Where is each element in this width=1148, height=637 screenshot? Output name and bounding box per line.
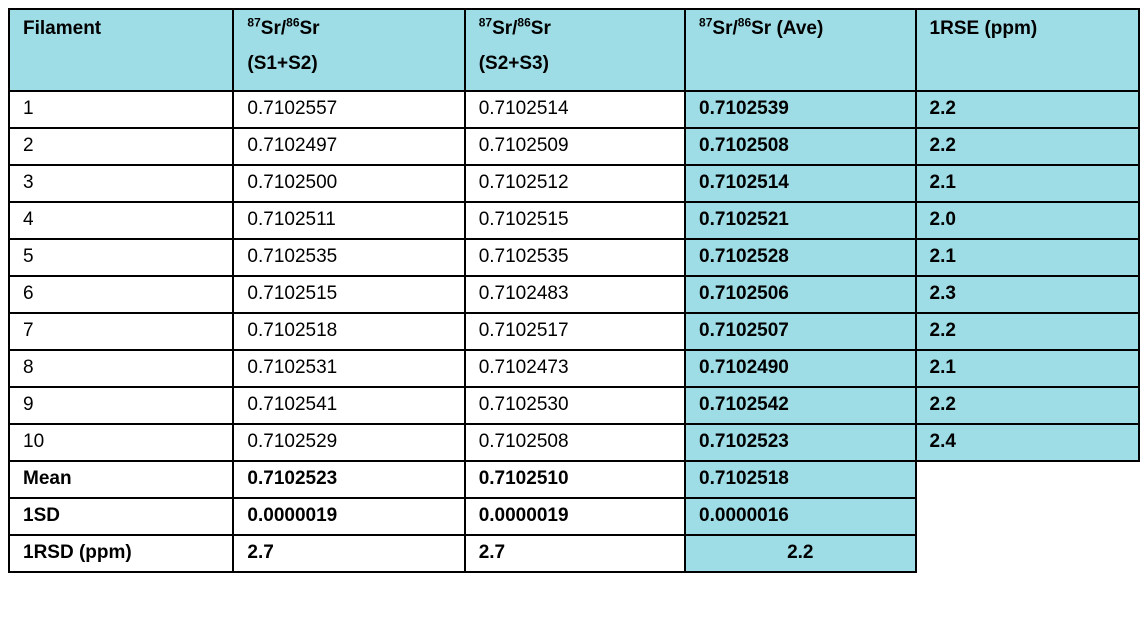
cell-rse: 2.2: [914, 386, 1141, 425]
summary-row-1sd: 1SD 0.0000019 0.0000019 0.0000016: [7, 497, 1139, 536]
cell-filament: 10: [7, 423, 235, 462]
cell-s2s3: 0.7102509: [463, 127, 687, 166]
cell-rse: 2.3: [914, 275, 1141, 314]
header-sublabel-s1s2: (S1+S2): [247, 52, 318, 74]
cell-ave: 0.7102521: [684, 201, 917, 240]
header-filament: Filament: [7, 8, 235, 92]
table-row: 5 0.7102535 0.7102535 0.7102528 2.1: [7, 238, 1141, 277]
cell-filament: 8: [7, 349, 235, 388]
cell-s2s3: 0.7102515: [463, 201, 687, 240]
table-row: 10 0.7102529 0.7102508 0.7102523 2.4: [7, 423, 1141, 462]
table-row: 8 0.7102531 0.7102473 0.7102490 2.1: [7, 349, 1141, 388]
cell-s2s3: 0.7102530: [463, 386, 687, 425]
cell-s1s2: 0.7102531: [232, 349, 466, 388]
summary-label: Mean: [7, 460, 235, 499]
table-row: 4 0.7102511 0.7102515 0.7102521 2.0: [7, 201, 1141, 240]
cell-rse: 2.1: [914, 349, 1141, 388]
header-ave-suffix: (Ave): [771, 18, 824, 39]
cell-s1s2: 0.7102515: [232, 275, 466, 314]
cell-rse: 2.1: [914, 238, 1141, 277]
cell-filament: 4: [7, 201, 235, 240]
summary-s1s2: 2.7: [232, 534, 466, 573]
table-row: 3 0.7102500 0.7102512 0.7102514 2.1: [7, 164, 1141, 203]
table-header: Filament 87Sr/86Sr (S1+S2) 87Sr/86Sr (S2…: [7, 8, 1141, 92]
cell-filament: 7: [7, 312, 235, 351]
header-sr-s2s3: 87Sr/86Sr (S2+S3): [463, 8, 687, 92]
cell-s1s2: 0.7102541: [232, 386, 466, 425]
cell-s2s3: 0.7102535: [463, 238, 687, 277]
cell-ave: 0.7102539: [684, 90, 917, 129]
cell-rse: 2.2: [914, 90, 1141, 129]
isotope-ratio-label: 87Sr/86Sr: [699, 15, 772, 39]
summary-s2s3: 0.7102510: [463, 460, 687, 499]
summary-s2s3: 2.7: [463, 534, 687, 573]
summary-row-mean: Mean 0.7102523 0.7102510 0.7102518: [7, 460, 1139, 499]
cell-ave: 0.7102490: [684, 349, 917, 388]
sr-isotope-table: Filament 87Sr/86Sr (S1+S2) 87Sr/86Sr (S2…: [7, 8, 1141, 573]
cell-ave: 0.7102508: [684, 127, 917, 166]
cell-ave: 0.7102507: [684, 312, 917, 351]
summary-s2s3: 0.0000019: [463, 497, 687, 536]
cell-filament: 9: [7, 386, 235, 425]
cell-s1s2: 0.7102500: [232, 164, 466, 203]
cell-s2s3: 0.7102514: [463, 90, 687, 129]
table-row: 1 0.7102557 0.7102514 0.7102539 2.2: [7, 90, 1141, 129]
cell-rse: 2.4: [914, 423, 1141, 462]
cell-ave: 0.7102542: [684, 386, 917, 425]
cell-ave: 0.7102523: [684, 423, 917, 462]
cell-s2s3: 0.7102508: [463, 423, 687, 462]
table-row: 6 0.7102515 0.7102483 0.7102506 2.3: [7, 275, 1141, 314]
cell-ave: 0.7102514: [684, 164, 917, 203]
cell-s1s2: 0.7102497: [232, 127, 466, 166]
summary-s1s2: 0.0000019: [232, 497, 466, 536]
cell-s2s3: 0.7102517: [463, 312, 687, 351]
isotope-ratio-label: 87Sr/86Sr: [247, 15, 320, 39]
cell-s2s3: 0.7102483: [463, 275, 687, 314]
cell-s1s2: 0.7102557: [232, 90, 466, 129]
isotope-ratio-label: 87Sr/86Sr: [478, 15, 551, 39]
cell-filament: 2: [7, 127, 235, 166]
cell-rse: 2.1: [914, 164, 1141, 203]
summary-s1s2: 0.7102523: [232, 460, 466, 499]
cell-ave: 0.7102528: [684, 238, 917, 277]
table-body: 1 0.7102557 0.7102514 0.7102539 2.2 2 0.…: [7, 90, 1141, 573]
summary-ave: 2.2: [684, 534, 917, 573]
table-row: 9 0.7102541 0.7102530 0.7102542 2.2: [7, 386, 1141, 425]
cell-ave: 0.7102506: [684, 275, 917, 314]
summary-row-1rsd: 1RSD (ppm) 2.7 2.7 2.2: [7, 534, 1139, 573]
cell-s1s2: 0.7102511: [232, 201, 466, 240]
cell-s1s2: 0.7102518: [232, 312, 466, 351]
summary-label: 1RSD (ppm): [7, 534, 235, 573]
cell-rse: 2.2: [914, 127, 1141, 166]
header-sr-ave: 87Sr/86Sr (Ave): [684, 8, 917, 92]
summary-ave: 0.7102518: [684, 460, 917, 499]
header-sr-s1s2: 87Sr/86Sr (S1+S2): [232, 8, 466, 92]
table-row: 2 0.7102497 0.7102509 0.7102508 2.2: [7, 127, 1141, 166]
cell-s1s2: 0.7102535: [232, 238, 466, 277]
cell-filament: 5: [7, 238, 235, 277]
table-row: 7 0.7102518 0.7102517 0.7102507 2.2: [7, 312, 1141, 351]
header-1rse: 1RSE (ppm): [914, 8, 1141, 92]
cell-rse: 2.0: [914, 201, 1141, 240]
cell-s2s3: 0.7102512: [463, 164, 687, 203]
cell-filament: 6: [7, 275, 235, 314]
header-sublabel-s2s3: (S2+S3): [478, 52, 549, 74]
header-row: Filament 87Sr/86Sr (S1+S2) 87Sr/86Sr (S2…: [7, 8, 1141, 92]
cell-rse: 2.2: [914, 312, 1141, 351]
cell-filament: 3: [7, 164, 235, 203]
cell-s1s2: 0.7102529: [232, 423, 466, 462]
cell-s2s3: 0.7102473: [463, 349, 687, 388]
cell-filament: 1: [7, 90, 235, 129]
summary-label: 1SD: [7, 497, 235, 536]
summary-ave: 0.0000016: [684, 497, 917, 536]
